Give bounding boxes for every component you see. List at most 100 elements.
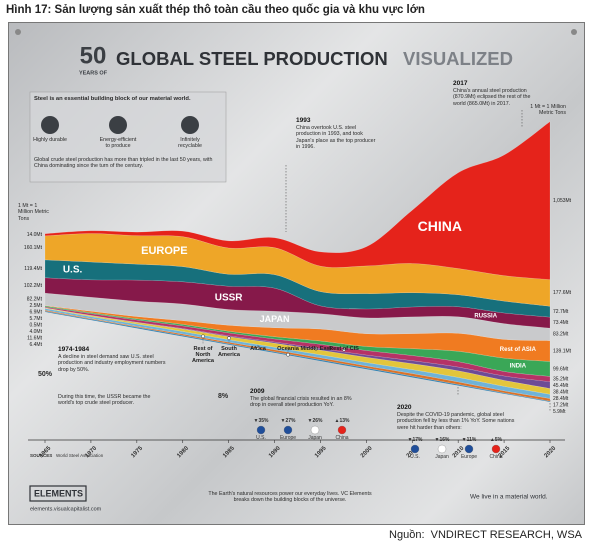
value-label: 6.4Mt bbox=[29, 342, 42, 348]
source: Nguồn: VNDIRECT RESEARCH, WSA bbox=[389, 529, 582, 541]
x-tick-label: 1995 bbox=[314, 445, 328, 459]
value-label: 72.7Mt bbox=[553, 309, 569, 315]
value-label: 17.2Mt bbox=[553, 402, 569, 408]
series-label: RUSSIA bbox=[474, 313, 497, 319]
header-title: GLOBAL STEEL PRODUCTION bbox=[116, 48, 388, 69]
x-tick-label: 2020 bbox=[544, 445, 558, 459]
sources-label: SOURCES bbox=[30, 453, 52, 458]
flag bbox=[437, 444, 447, 454]
series-label: JAPAN bbox=[260, 314, 290, 324]
note-year: 2017 bbox=[453, 80, 468, 87]
value-label: 139.1Mt bbox=[553, 348, 572, 354]
series-label: EUROPE bbox=[141, 245, 187, 257]
value-label: 119.4Mt bbox=[24, 266, 42, 272]
change-value: ▼27% bbox=[280, 418, 296, 424]
value-label: 177.6Mt bbox=[553, 290, 572, 296]
value-label: 35.2Mt bbox=[553, 376, 569, 382]
header-years-of: YEARS OF bbox=[79, 70, 108, 76]
flag bbox=[491, 444, 501, 454]
value-label: 28.4Mt bbox=[553, 396, 569, 402]
slogan: We live in a material world. bbox=[470, 494, 548, 501]
change-region: China bbox=[335, 435, 349, 441]
note: 1974-1984 A decline in steel demand saw U… bbox=[58, 346, 168, 373]
change-value: ▲13% bbox=[334, 418, 350, 424]
value-label: 2.5Mt bbox=[29, 303, 42, 309]
value-label: 82.2Mt bbox=[27, 297, 43, 303]
change-value: ▼17% bbox=[407, 437, 423, 443]
note: 2017 China's annual steel production (870… bbox=[453, 80, 531, 107]
intro-heading: Steel is an essential building block of … bbox=[34, 96, 191, 102]
value-label: 4.0Mt bbox=[29, 329, 42, 335]
note-year: 2020 bbox=[397, 404, 412, 411]
change-region: U.S. bbox=[410, 454, 420, 460]
change-region: Europe bbox=[279, 435, 297, 441]
change-region: Japan bbox=[435, 454, 449, 460]
note: 2020 Despite the COVID-19 pandemic, globa… bbox=[397, 404, 515, 431]
flag bbox=[283, 425, 293, 435]
x-tick-label: 1980 bbox=[176, 445, 190, 459]
header-number: 50 bbox=[80, 42, 107, 69]
series-label: USSR bbox=[215, 292, 244, 303]
value-label: 0.5Mt bbox=[29, 323, 42, 329]
change-region: U.S. bbox=[256, 435, 266, 441]
note-year: 2009 bbox=[250, 388, 265, 395]
unit-note: 1 Mt = 1 Million Metric Tons bbox=[18, 203, 49, 222]
brand-box bbox=[29, 485, 87, 502]
pin bbox=[201, 334, 205, 339]
note: 1993 China overtook U.S. steel production… bbox=[296, 117, 376, 151]
note-text: The global financial crisis resulted in … bbox=[250, 396, 352, 409]
note: 2009 The global financial crisis resulted… bbox=[250, 388, 362, 409]
series-label: CHINA bbox=[418, 218, 462, 234]
value-label: 38.4Mt bbox=[553, 389, 569, 395]
note-text: China overtook U.S. steel production in … bbox=[296, 125, 376, 151]
value-label: 83.2Mt bbox=[553, 332, 569, 338]
change-region: Europe bbox=[460, 454, 478, 460]
x-tick-label: 1990 bbox=[268, 445, 282, 459]
value-label: 14.0Mt bbox=[27, 232, 43, 238]
screw bbox=[15, 29, 21, 35]
series-label: South America bbox=[217, 346, 241, 359]
note-year: 1993 bbox=[296, 117, 311, 124]
screw bbox=[571, 29, 577, 35]
x-tick-label: 1975 bbox=[130, 445, 144, 459]
icon bbox=[181, 116, 199, 134]
feature: Infinitely recyclable bbox=[178, 137, 202, 150]
value-label: 6.9Mt bbox=[29, 310, 42, 316]
flag bbox=[256, 425, 266, 435]
intro-text: Global crude steel production has more t… bbox=[34, 157, 213, 170]
note-text: A decline in steel demand saw U.S. steel… bbox=[58, 354, 166, 373]
flag bbox=[337, 425, 347, 435]
value-label: 11.6Mt bbox=[27, 336, 43, 342]
unit-note: 1 Mt = 1 Million Metric Tons bbox=[530, 104, 566, 117]
change-value: ▼35% bbox=[253, 418, 269, 424]
change-value: ▲5% bbox=[489, 437, 503, 443]
flag bbox=[464, 444, 474, 454]
value-label: 5.9Mt bbox=[553, 409, 566, 415]
intro-box bbox=[29, 91, 227, 183]
series-label: U.S. bbox=[63, 265, 83, 276]
feature: Energy-efficient to produce bbox=[99, 137, 137, 150]
caption: Hình 17: Sản lượng sản xuất thép thô toà… bbox=[6, 4, 425, 16]
change-value: ▼11% bbox=[461, 437, 477, 443]
change-region: Japan bbox=[308, 435, 322, 441]
value-label: 1,053Mt bbox=[553, 198, 572, 204]
series-label: Oceania bbox=[277, 346, 299, 352]
note-year: 1974-1984 bbox=[58, 346, 90, 353]
series-label: Middle East bbox=[300, 346, 332, 352]
change-region: China bbox=[489, 454, 503, 460]
flag bbox=[310, 425, 320, 435]
pin bbox=[256, 346, 260, 350]
icon bbox=[109, 116, 127, 134]
change-value: ▼16% bbox=[434, 437, 450, 443]
note-text: Despite the COVID-19 pandemic, global st… bbox=[397, 412, 515, 431]
value-label: 45.4Mt bbox=[553, 383, 569, 389]
area bbox=[44, 121, 551, 280]
sources: World Steel Association bbox=[56, 453, 104, 458]
pin bbox=[314, 346, 318, 351]
x-tick-label: 2000 bbox=[360, 445, 374, 459]
pin bbox=[227, 336, 231, 341]
value-label: 160.1Mt bbox=[24, 245, 43, 251]
series-label: Africa bbox=[250, 346, 266, 352]
